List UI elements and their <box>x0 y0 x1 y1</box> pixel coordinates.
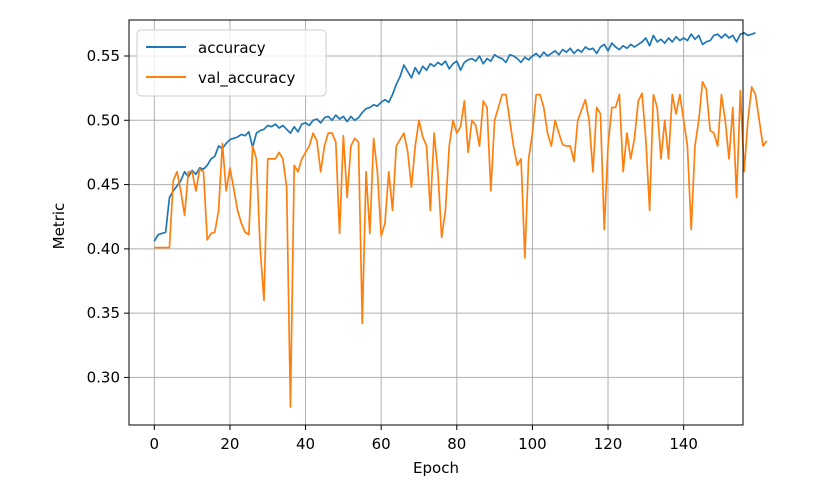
y-tick-label: 0.35 <box>87 304 120 322</box>
legend-label-val-accuracy: val_accuracy <box>198 69 296 88</box>
x-tick-label: 120 <box>594 435 623 453</box>
x-tick-label: 20 <box>220 435 239 453</box>
y-axis-ticks: 0.30 0.35 0.40 0.45 0.50 0.55 <box>87 47 129 386</box>
legend: accuracy val_accuracy <box>136 29 327 97</box>
x-axis-ticks: 0 20 40 60 80 100 120 140 <box>150 425 698 453</box>
series-lines <box>153 32 768 408</box>
y-tick-label: 0.40 <box>87 240 120 258</box>
y-tick-label: 0.45 <box>87 176 120 194</box>
x-tick-label: 140 <box>669 435 698 453</box>
x-tick-label: 0 <box>150 435 160 453</box>
x-tick-label: 40 <box>296 435 315 453</box>
legend-label-accuracy: accuracy <box>198 39 266 57</box>
x-tick-label: 60 <box>372 435 391 453</box>
x-tick-label: 80 <box>447 435 466 453</box>
grid <box>129 20 743 425</box>
x-tick-label: 100 <box>518 435 547 453</box>
y-tick-label: 0.30 <box>87 368 120 386</box>
series-line-accuracy <box>153 32 756 242</box>
plot-frame <box>128 19 744 426</box>
y-axis-label: Metric <box>50 203 68 250</box>
series-line-val-accuracy <box>154 80 768 408</box>
y-tick-label: 0.55 <box>87 47 120 65</box>
x-axis-label: Epoch <box>413 459 459 477</box>
y-tick-label: 0.50 <box>87 111 120 129</box>
